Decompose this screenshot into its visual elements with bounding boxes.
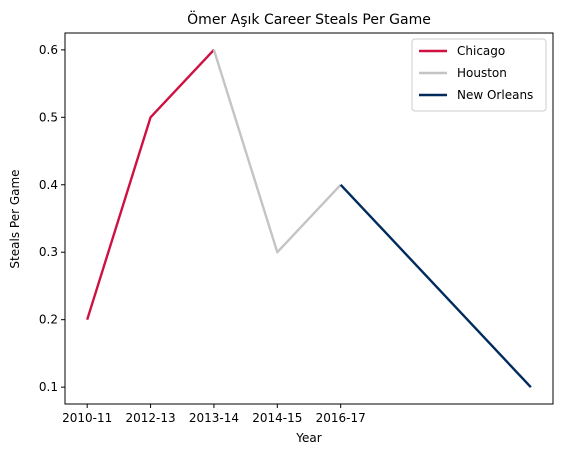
- y-axis-ticks: 0.1 0.2 0.3 0.4 0.5 0.6: [39, 43, 65, 394]
- legend-label: New Orleans: [457, 88, 533, 102]
- x-tick-label: 2014-15: [252, 411, 302, 425]
- x-axis-ticks: 2010-11 2012-13 2013-14 2014-15 2016-17: [62, 404, 366, 425]
- chart-title: Ömer Aşık Career Steals Per Game: [187, 10, 431, 28]
- y-tick-label: 0.5: [39, 110, 58, 124]
- x-axis-label: Year: [295, 431, 321, 445]
- series-line-new-orleans: [339, 183, 532, 388]
- x-tick-label: 2016-17: [316, 411, 366, 425]
- legend-label: Houston: [457, 66, 507, 80]
- y-tick-label: 0.1: [39, 380, 58, 394]
- legend-label: Chicago: [457, 44, 505, 58]
- x-tick-label: 2010-11: [62, 411, 112, 425]
- y-axis-label: Steals Per Game: [8, 169, 22, 268]
- y-tick-label: 0.3: [39, 245, 58, 259]
- legend: Chicago Houston New Orleans: [411, 38, 547, 112]
- y-tick-label: 0.6: [39, 43, 58, 57]
- series-line-houston: [212, 49, 342, 254]
- legend-box: [411, 38, 547, 112]
- y-tick-label: 0.4: [39, 178, 58, 192]
- y-tick-label: 0.2: [39, 313, 58, 327]
- axes-frame: [64, 32, 554, 405]
- x-tick-label: 2013-14: [189, 411, 239, 425]
- x-tick-label: 2012-13: [125, 411, 175, 425]
- plot-area: [64, 32, 554, 405]
- series-line-chicago: [86, 49, 215, 321]
